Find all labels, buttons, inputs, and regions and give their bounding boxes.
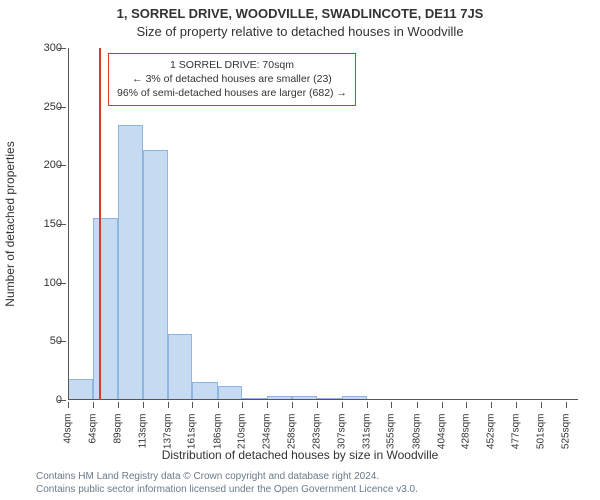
y-tick-label: 250	[22, 101, 62, 113]
x-tick	[242, 402, 243, 408]
chart-container: 1, SORREL DRIVE, WOODVILLE, SWADLINCOTE,…	[0, 0, 600, 500]
x-tick	[192, 402, 193, 408]
x-tick	[292, 402, 293, 408]
chart-subtitle: Size of property relative to detached ho…	[0, 24, 600, 39]
x-tick	[118, 402, 119, 408]
x-tick	[442, 402, 443, 408]
x-tick	[466, 402, 467, 408]
info-box: 1 SORREL DRIVE: 70sqm ← 3% of detached h…	[108, 53, 356, 106]
chart-title-address: 1, SORREL DRIVE, WOODVILLE, SWADLINCOTE,…	[0, 6, 600, 21]
y-tick-label: 0	[22, 394, 62, 406]
plot-area: 1 SORREL DRIVE: 70sqm ← 3% of detached h…	[68, 48, 578, 400]
y-tick-label: 150	[22, 218, 62, 230]
y-tick-label: 200	[22, 159, 62, 171]
x-tick	[218, 402, 219, 408]
info-line-3: 96% of semi-detached houses are larger (…	[117, 86, 347, 100]
x-tick	[541, 402, 542, 408]
x-tick	[417, 402, 418, 408]
x-tick	[143, 402, 144, 408]
footer-line-2: Contains public sector information licen…	[36, 484, 418, 497]
x-tick	[267, 402, 268, 408]
x-tick	[342, 402, 343, 408]
info-line-1: 1 SORREL DRIVE: 70sqm	[117, 58, 347, 72]
x-tick	[491, 402, 492, 408]
x-tick	[317, 402, 318, 408]
x-tick	[93, 402, 94, 408]
y-tick-label: 300	[22, 42, 62, 54]
x-tick	[168, 402, 169, 408]
footer-line-1: Contains HM Land Registry data © Crown c…	[36, 471, 418, 484]
y-axis-label: Number of detached properties	[3, 141, 17, 306]
marker-line	[99, 48, 101, 400]
y-tick-label: 50	[22, 335, 62, 347]
x-tick	[68, 402, 69, 408]
x-tick	[566, 402, 567, 408]
x-tick	[516, 402, 517, 408]
info-line-2: ← 3% of detached houses are smaller (23)	[117, 72, 347, 86]
x-tick	[391, 402, 392, 408]
y-tick-label: 100	[22, 277, 62, 289]
x-tick	[367, 402, 368, 408]
x-axis-label: Distribution of detached houses by size …	[0, 448, 600, 462]
footer-attribution: Contains HM Land Registry data © Crown c…	[36, 471, 418, 496]
